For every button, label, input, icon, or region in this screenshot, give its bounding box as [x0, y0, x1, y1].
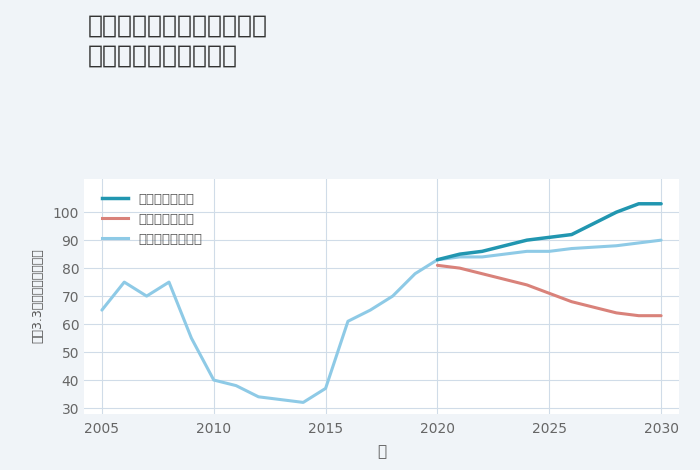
Legend: グッドシナリオ, バッドシナリオ, ノーマルシナリオ: グッドシナリオ, バッドシナリオ, ノーマルシナリオ — [97, 188, 208, 251]
Text: 大阪府東大阪市南四条町の
中古戸建ての価格推移: 大阪府東大阪市南四条町の 中古戸建ての価格推移 — [88, 14, 267, 68]
Y-axis label: 坪（3.3㎡）単価（万円）: 坪（3.3㎡）単価（万円） — [32, 249, 44, 344]
X-axis label: 年: 年 — [377, 444, 386, 459]
